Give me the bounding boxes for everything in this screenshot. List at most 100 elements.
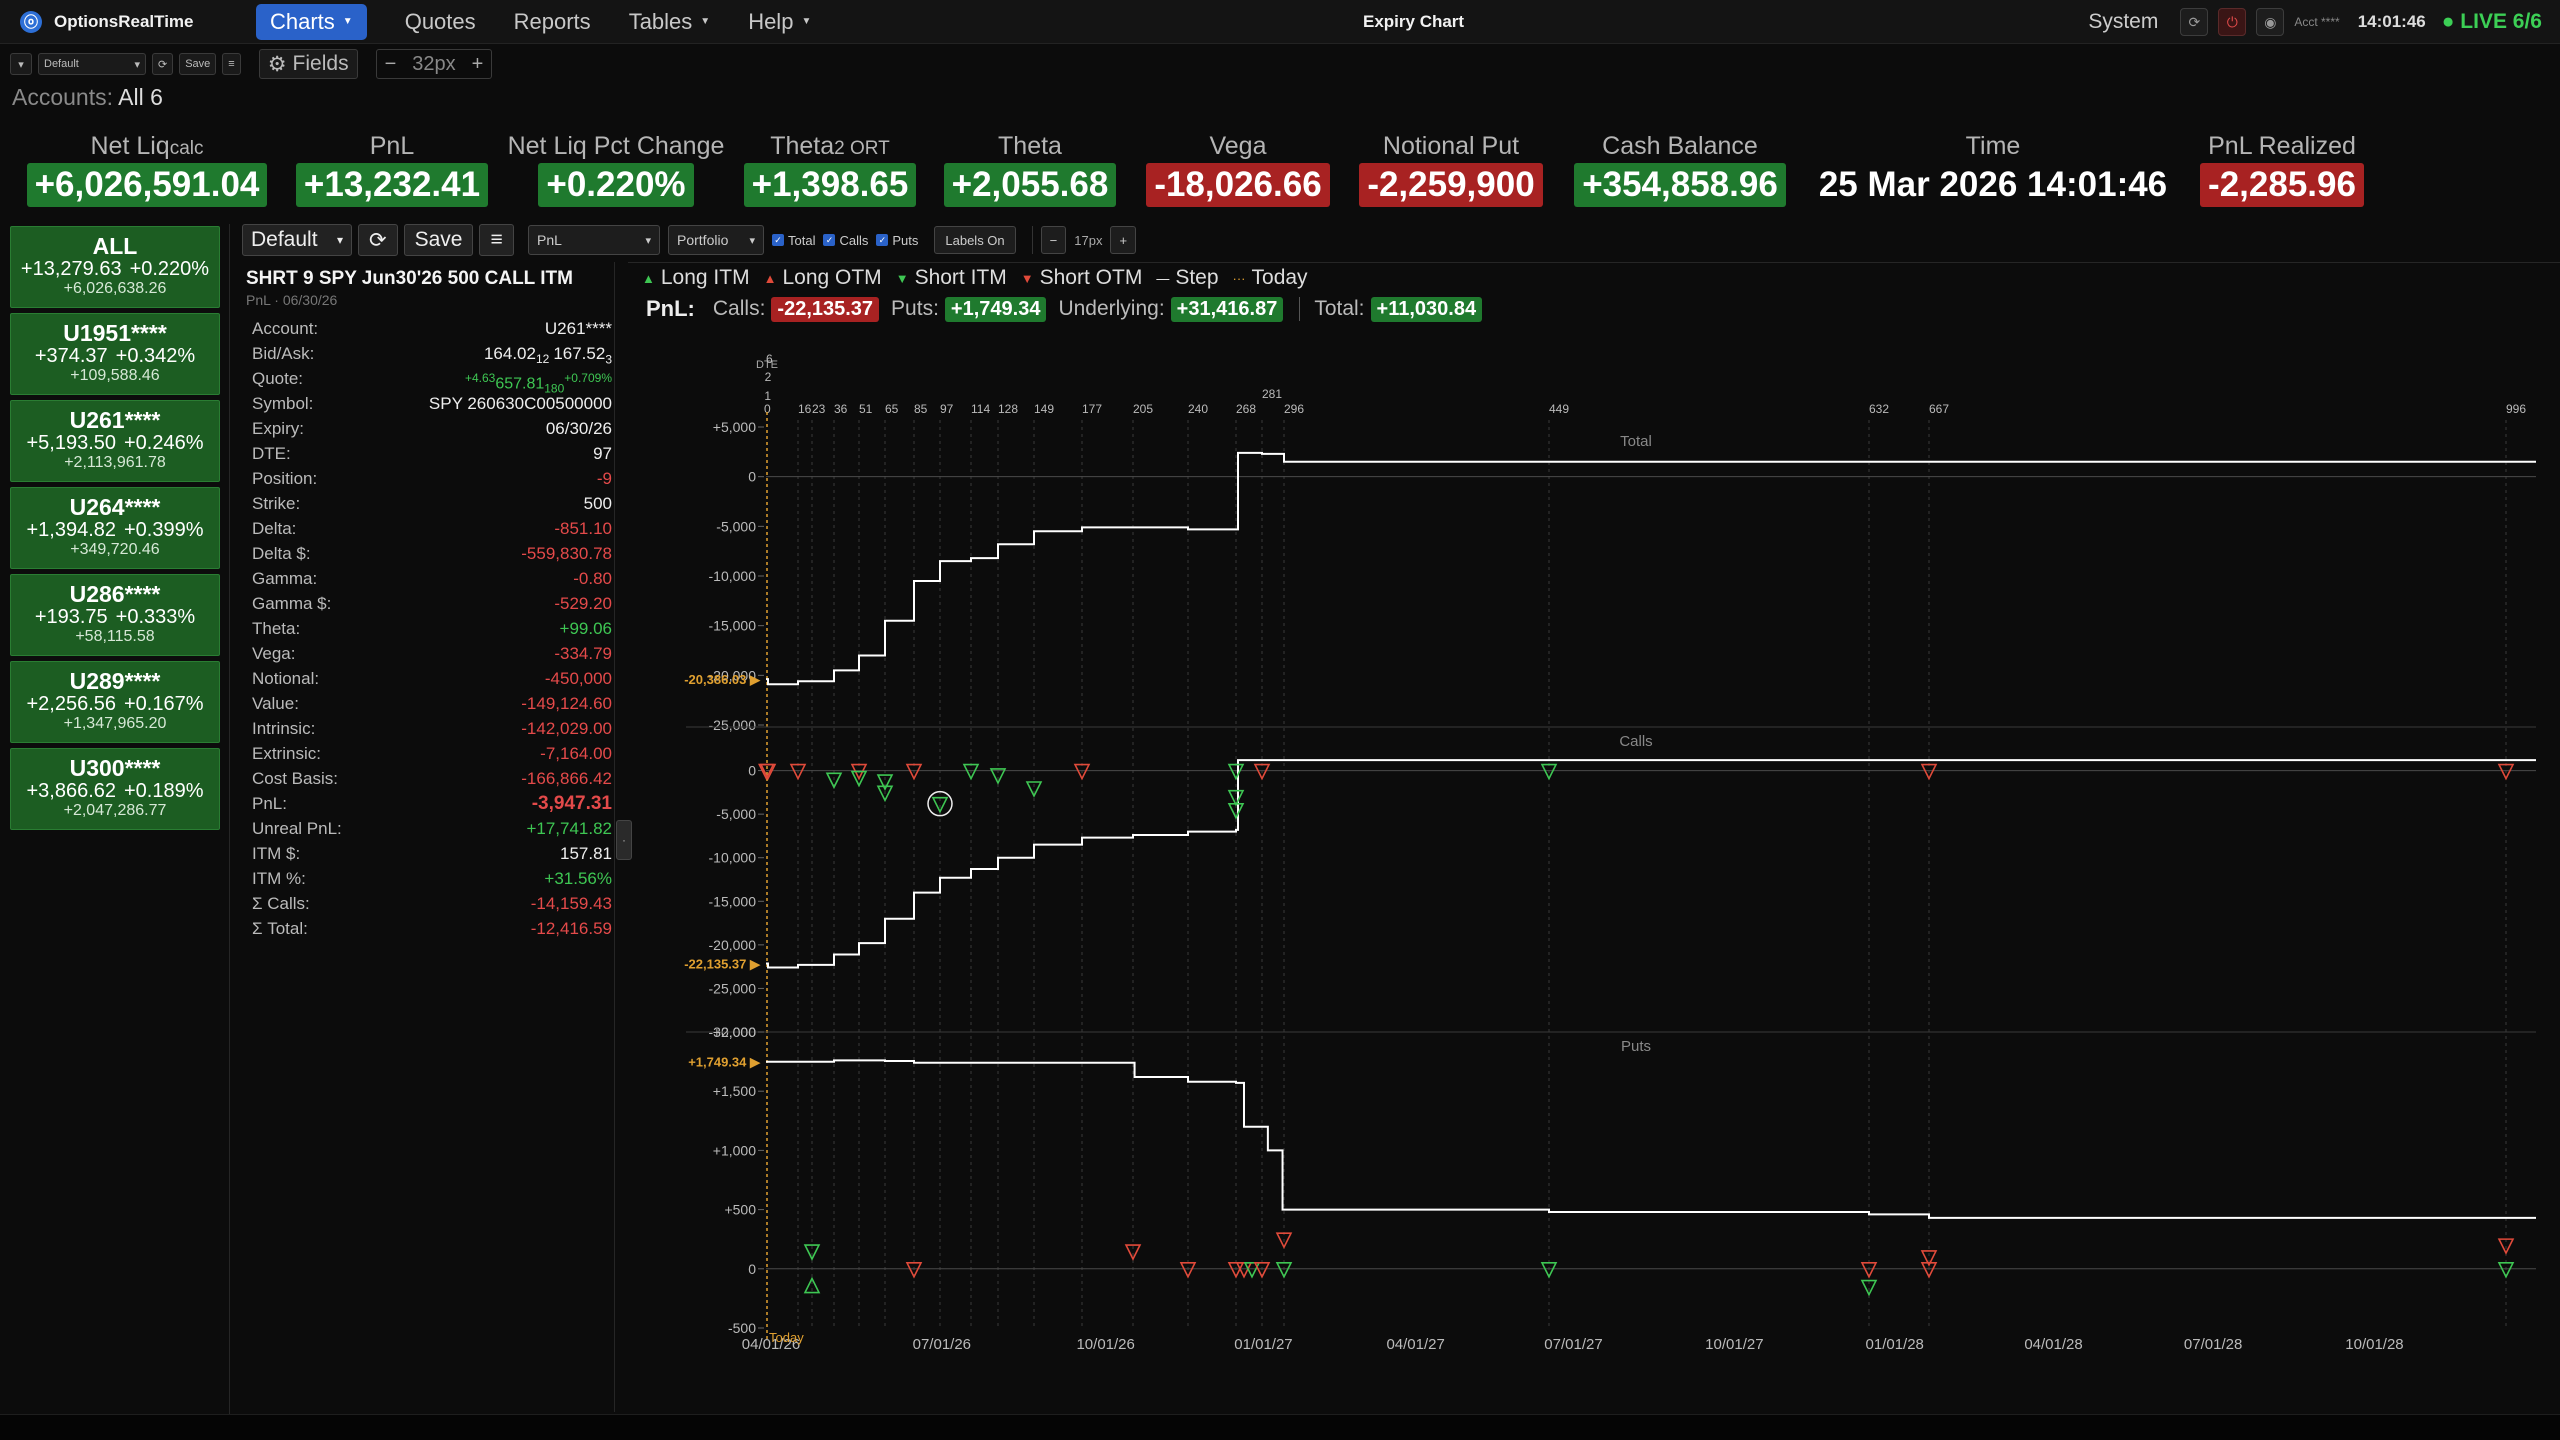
marker-short-otm[interactable] xyxy=(1073,763,1091,781)
date-tick-label: 10/01/28 xyxy=(2345,1336,2403,1353)
legend-item-short-otm[interactable]: ▼ Short OTM xyxy=(1021,266,1143,290)
toolbar-menu-button[interactable]: ▾ xyxy=(10,53,32,75)
marker-short-itm[interactable] xyxy=(1227,802,1245,820)
detail-label: Symbol: xyxy=(252,394,314,413)
detail-label: PnL: xyxy=(252,794,287,813)
toggle-total[interactable]: ✓ Total xyxy=(772,233,815,248)
legend-item-step[interactable]: — Step xyxy=(1156,266,1218,290)
date-tick-label: 07/01/26 xyxy=(913,1336,971,1353)
marker-short-itm[interactable] xyxy=(876,774,894,791)
marker-short-otm[interactable] xyxy=(759,763,777,781)
dte-tick-label: 51 xyxy=(859,402,873,416)
labels-toggle-button[interactable]: Labels On xyxy=(934,226,1016,254)
account-card-u261[interactable]: U261**** +5,193.50 +0.246% +2,113,961.78 xyxy=(10,400,220,482)
marker-short-itm[interactable] xyxy=(803,1244,821,1261)
marker-short-itm[interactable] xyxy=(1860,1279,1878,1297)
marker-short-itm[interactable] xyxy=(1025,781,1043,798)
legend-symbol: ▲ xyxy=(763,270,777,286)
marker-long-itm[interactable] xyxy=(803,1276,821,1294)
marker-short-otm[interactable] xyxy=(2497,1238,2515,1255)
legend-item-long-itm[interactable]: ▲ Long ITM xyxy=(642,266,750,290)
menu-tables[interactable]: Tables ▼ xyxy=(629,9,711,35)
scope-select[interactable]: Portfolio ▾ xyxy=(668,225,764,255)
marker-short-otm[interactable] xyxy=(1253,763,1271,781)
chart-size-decrease-button[interactable]: − xyxy=(1040,226,1067,254)
detail-menu-icon[interactable]: ≡ xyxy=(479,224,514,256)
account-card-u289[interactable]: U289**** +2,256.56 +0.167% +1,347,965.20 xyxy=(10,661,220,743)
marker-short-otm[interactable] xyxy=(1860,1261,1878,1279)
toggle-calls[interactable]: ✓ Calls xyxy=(823,233,868,248)
account-card-u286[interactable]: U286**** +193.75 +0.333% +58,115.58 xyxy=(10,574,220,656)
marker-short-itm[interactable] xyxy=(1243,1261,1261,1279)
account-card-u300[interactable]: U300**** +3,866.62 +0.189% +2,047,286.77 xyxy=(10,748,220,830)
toggle-puts[interactable]: ✓ Puts xyxy=(876,233,918,248)
system-menu[interactable]: System xyxy=(2088,10,2159,33)
detail-layout-select[interactable]: Default ▾ xyxy=(242,224,352,256)
detail-label: ITM $: xyxy=(252,844,301,863)
marker-short-otm[interactable] xyxy=(1124,1244,1142,1261)
marker-short-otm[interactable] xyxy=(1253,1261,1271,1279)
menu-help[interactable]: Help ▼ xyxy=(748,9,811,35)
marker-short-itm[interactable] xyxy=(825,772,843,790)
detail-value: 500 xyxy=(583,494,612,513)
marker-short-itm[interactable] xyxy=(850,770,868,788)
accounts-filter[interactable]: Accounts: All 6 xyxy=(12,84,163,111)
marker-short-otm[interactable] xyxy=(1920,1250,1938,1267)
chart-size-increase-button[interactable]: + xyxy=(1110,226,1137,254)
selected-marker-ring[interactable] xyxy=(927,790,953,817)
account-card-all[interactable]: ALL +13,279.63 +0.220% +6,026,638.26 xyxy=(10,226,220,308)
marker-short-itm[interactable] xyxy=(1227,763,1245,781)
detail-save-button[interactable]: Save xyxy=(403,224,474,256)
marker-short-otm[interactable] xyxy=(1227,1261,1245,1279)
size-increase-button[interactable]: + xyxy=(471,52,484,75)
marker-short-otm[interactable] xyxy=(1275,1232,1293,1249)
size-decrease-button[interactable]: − xyxy=(384,52,397,75)
detail-reload-icon[interactable]: ⟳ xyxy=(358,224,398,256)
app-logo[interactable]: ⓞ OptionsRealTime xyxy=(20,10,230,33)
marker-short-itm[interactable] xyxy=(989,768,1007,785)
marker-short-otm[interactable] xyxy=(1920,1261,1938,1279)
account-card-u264[interactable]: U264**** +1,394.82 +0.399% +349,720.46 xyxy=(10,487,220,569)
marker-short-itm[interactable] xyxy=(931,796,949,814)
marker-short-otm[interactable] xyxy=(905,763,923,781)
account-card-u1951[interactable]: U1951**** +374.37 +0.342% +109,588.46 xyxy=(10,313,220,395)
legend-item-short-itm[interactable]: ▼ Short ITM xyxy=(896,266,1007,290)
marker-short-otm[interactable] xyxy=(2497,763,2515,781)
menu-charts[interactable]: Charts ▼ xyxy=(256,3,367,40)
marker-short-otm[interactable] xyxy=(789,763,807,781)
marker-short-itm[interactable] xyxy=(1540,1261,1558,1279)
marker-short-itm[interactable] xyxy=(1275,1261,1293,1279)
marker-short-otm[interactable] xyxy=(1920,763,1938,781)
refresh-icon[interactable]: ⟳ xyxy=(2180,8,2209,36)
legend-item-today[interactable]: ··· Today xyxy=(1233,266,1308,290)
power-icon[interactable]: ⏻ xyxy=(2218,8,2247,36)
date-axis: 04/01/26 07/01/26 10/01/26 01/01/27 04/01/27… xyxy=(742,1330,2404,1353)
layout-select[interactable]: Default ▾ xyxy=(38,53,146,75)
detail-value: +31.56% xyxy=(544,869,612,888)
resize-handle[interactable]: · xyxy=(616,820,632,860)
marker-short-itm[interactable] xyxy=(1227,789,1245,807)
marker-short-itm[interactable] xyxy=(962,763,980,781)
marker-short-otm[interactable] xyxy=(905,1261,923,1279)
marker-short-otm[interactable] xyxy=(1179,1261,1197,1279)
reload-icon[interactable]: ⟳ xyxy=(152,53,174,75)
detail-value: U261**** xyxy=(544,319,612,338)
settings-icon[interactable]: ◉ xyxy=(2256,8,2285,36)
hamburger-icon[interactable]: ≡ xyxy=(222,53,241,75)
account-pct: +0.167% xyxy=(124,693,204,715)
marker-short-itm[interactable] xyxy=(876,785,894,803)
marker-short-otm[interactable] xyxy=(1235,1261,1253,1279)
fields-button[interactable]: ⚙ Fields xyxy=(258,49,358,79)
menu-quotes[interactable]: Quotes xyxy=(405,9,476,35)
position-title: SHRT 9 SPY Jun30'26 500 CALL ITM xyxy=(246,268,573,289)
legend-item-long-otm[interactable]: ▲ Long OTM xyxy=(764,266,882,290)
date-tick-label: 07/01/28 xyxy=(2184,1336,2242,1353)
marker-short-itm[interactable] xyxy=(2497,1261,2515,1279)
chart-legend: ▲ Long ITM ▲ Long OTM ▼ Short ITM ▼ Short OTM — S… xyxy=(642,266,1322,290)
marker-short-itm[interactable] xyxy=(1540,763,1558,781)
detail-row: ITM %: +31.56% xyxy=(252,866,612,891)
toolbar-save-button[interactable]: Save xyxy=(179,53,217,75)
menu-reports[interactable]: Reports xyxy=(514,9,591,35)
metric-select[interactable]: PnL ▾ xyxy=(528,225,660,255)
